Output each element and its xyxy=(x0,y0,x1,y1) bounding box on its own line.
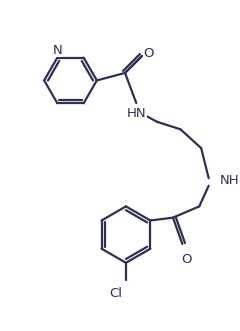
Text: Cl: Cl xyxy=(109,287,122,300)
Text: O: O xyxy=(143,47,154,60)
Text: HN: HN xyxy=(126,107,146,120)
Text: N: N xyxy=(53,44,62,57)
Text: NH: NH xyxy=(220,173,240,187)
Text: O: O xyxy=(181,254,191,266)
